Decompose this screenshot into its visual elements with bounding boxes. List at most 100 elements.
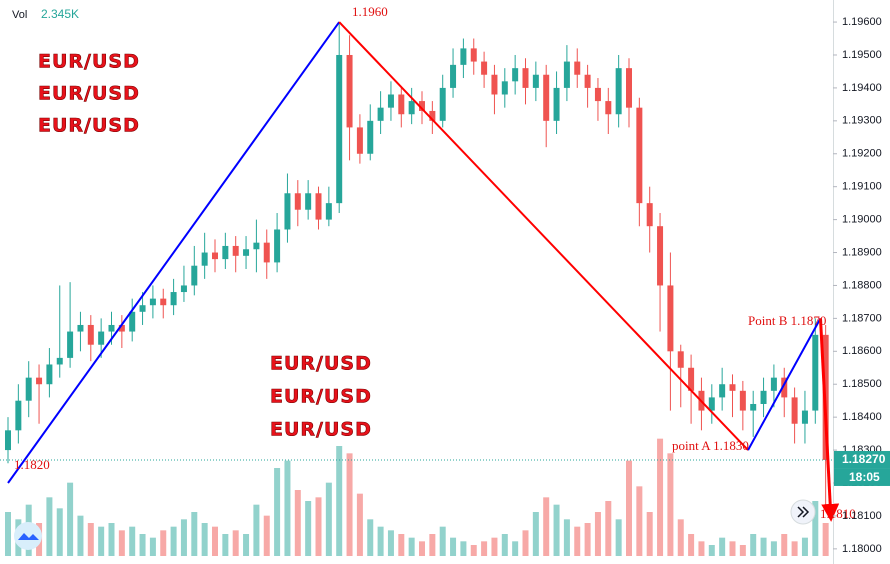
candle-body xyxy=(336,54,343,204)
volume-bar xyxy=(708,545,715,556)
candle-body xyxy=(594,87,601,102)
scroll-button-icon[interactable] xyxy=(797,506,810,518)
trend-line xyxy=(747,317,822,451)
volume-bar xyxy=(750,534,757,556)
candle-body xyxy=(367,120,374,154)
volume-bar xyxy=(346,453,353,556)
candle-body xyxy=(543,74,550,121)
candle-body xyxy=(688,367,695,391)
scroll-button[interactable] xyxy=(790,499,816,525)
y-tick-label: 1.19500 xyxy=(842,49,882,61)
candle-body xyxy=(15,400,22,431)
volume-bar xyxy=(563,519,570,556)
volume-bar xyxy=(512,541,519,556)
logo-icon xyxy=(18,533,39,540)
countdown-box xyxy=(834,468,890,486)
volume-bar xyxy=(87,523,94,556)
volume-bar xyxy=(315,497,322,556)
volume-bar xyxy=(770,541,777,556)
candle-body xyxy=(56,357,63,365)
candle-body xyxy=(460,48,467,65)
volume-bar xyxy=(336,446,343,556)
trend-line xyxy=(338,21,749,451)
volume-bar xyxy=(77,515,84,556)
candle-body xyxy=(760,390,767,404)
volume-bar xyxy=(760,537,767,556)
candle-body xyxy=(563,61,570,88)
volume-bar xyxy=(781,534,788,556)
trend-line xyxy=(818,318,840,522)
candle-body xyxy=(232,245,239,256)
watermark: EUR/USD xyxy=(270,419,372,441)
y-tick-label: 1.18500 xyxy=(842,378,882,390)
candle-body xyxy=(667,285,674,352)
candle-body xyxy=(243,249,250,256)
candle-body xyxy=(450,64,457,88)
annotation: 1.1820 xyxy=(14,457,50,472)
candle-body xyxy=(294,193,301,210)
candle-body xyxy=(87,324,94,345)
candle-body xyxy=(605,101,612,115)
candle-body xyxy=(729,384,736,391)
volume-bar xyxy=(553,504,560,556)
volume-bar xyxy=(387,530,394,556)
y-tick-label: 1.19200 xyxy=(842,148,882,160)
logo xyxy=(14,522,42,550)
candle-body xyxy=(512,68,519,82)
volume-bar xyxy=(522,530,529,556)
candle-body xyxy=(212,252,218,260)
volume-bar xyxy=(460,541,467,556)
candle-body xyxy=(439,87,446,121)
volume-bar xyxy=(232,530,239,556)
volume-bar xyxy=(491,537,498,556)
annotation: 1.1960 xyxy=(352,4,388,19)
candle-body xyxy=(501,81,508,95)
candle-body xyxy=(646,203,653,227)
volume-bar xyxy=(408,537,415,556)
watermark: EUR/USD xyxy=(270,386,372,408)
candle-body xyxy=(36,377,43,385)
candle-body xyxy=(553,87,560,121)
volume-bar xyxy=(419,541,425,556)
volume-bar xyxy=(129,526,136,556)
candle-body xyxy=(46,364,53,385)
candle-body xyxy=(139,305,146,312)
y-tick-label: 1.18700 xyxy=(842,312,882,324)
volume-bar xyxy=(657,438,664,556)
candle-body xyxy=(108,324,115,332)
annotation: Point B 1.1870 xyxy=(748,313,826,328)
candle-body xyxy=(5,430,11,451)
volume-bar xyxy=(56,508,63,556)
candle-body xyxy=(770,377,777,391)
watermark: EUR/USD xyxy=(38,83,140,105)
last-price-label: 1.18270 xyxy=(842,452,886,466)
candle-body xyxy=(356,127,363,154)
candle-body xyxy=(253,242,260,250)
volume-bar xyxy=(108,523,115,556)
volume-value: 2.345K xyxy=(41,7,79,21)
volume-bar xyxy=(377,526,384,556)
candle-body xyxy=(677,351,684,368)
volume-bar xyxy=(274,468,281,556)
volume-bar xyxy=(688,534,695,556)
candle-body xyxy=(584,74,591,88)
candle-body xyxy=(25,377,32,401)
candle-body xyxy=(419,101,425,111)
candle-body xyxy=(346,54,353,128)
candle-body xyxy=(532,74,539,88)
watermark: EUR/USD xyxy=(38,51,140,73)
annotation: point A 1.1830 xyxy=(672,438,749,453)
candle-body xyxy=(522,68,529,88)
candle-body xyxy=(626,68,632,108)
volume-bar xyxy=(170,526,177,556)
y-tick-label: 1.18600 xyxy=(842,345,882,357)
volume-bar xyxy=(305,501,312,556)
volume-bar xyxy=(501,534,508,556)
y-tick-label: 1.19100 xyxy=(842,181,882,193)
watermark: EUR/USD xyxy=(270,353,372,375)
volume-bar xyxy=(439,526,446,556)
candle-body xyxy=(781,377,788,398)
volume-bar xyxy=(201,523,208,556)
y-tick-label: 1.19400 xyxy=(842,82,882,94)
